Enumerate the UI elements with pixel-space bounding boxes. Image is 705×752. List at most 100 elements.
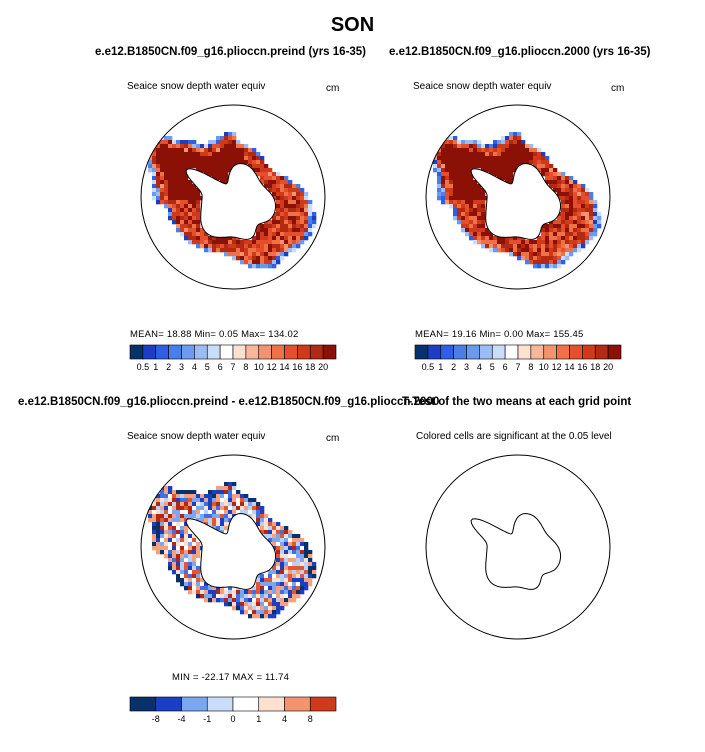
colorbar-preind-swatch: [297, 344, 311, 360]
colorbar-preind-tick-label: 0.5: [136, 362, 150, 372]
colorbar-2000-swatch: [414, 344, 429, 360]
colorbar-preind-swatch: [142, 344, 157, 360]
colorbar-2000-tick-label: 4: [476, 362, 482, 372]
colorbar-difference-tick-label: 4: [281, 714, 287, 724]
map-boundary-circle: [425, 454, 611, 640]
colorbar-2000-swatch: [491, 344, 506, 360]
map-boundary-circle: [425, 104, 611, 290]
colorbar-2000-swatch: [466, 344, 480, 360]
colorbar-2000-swatch: [607, 344, 622, 360]
colorbar-difference: [129, 696, 337, 712]
antarctica-coastline: [470, 163, 562, 240]
colorbar-difference-swatch: [181, 696, 208, 712]
var-title-ttest: Colored cells are significant at the 0.0…: [416, 431, 612, 442]
colorbar-preind-swatch: [322, 344, 337, 360]
colorbar-difference-swatch: [206, 696, 234, 712]
colorbar-2000-swatch: [556, 344, 570, 360]
case-title-2000: e.e12.B1850CN.f09_g16.plioccn.2000 (yrs …: [389, 46, 651, 58]
colorbar-difference-tick-label: -4: [177, 714, 186, 724]
sea-ice-field: [141, 132, 317, 269]
colorbar-preind-swatch: [155, 344, 169, 360]
colorbar-2000-tick-label: 14: [564, 362, 575, 372]
colorbar-2000-swatch: [569, 344, 583, 360]
colorbar-2000-tick-label: 0.5: [421, 362, 435, 372]
unit-label-difference: cm: [326, 433, 340, 444]
antarctic-map-2000: [425, 104, 611, 290]
stats-preind: MEAN= 18.88 Min= 0.05 Max= 134.02: [130, 329, 299, 340]
colorbar-2000-tick-label: 2: [451, 362, 457, 372]
colorbar-difference-tick-label: 8: [307, 714, 313, 724]
colorbar-preind-swatch: [194, 344, 208, 360]
colorbar-2000-swatch: [479, 344, 493, 360]
colorbar-difference-swatch: [309, 696, 337, 712]
colorbar-preind-swatch: [245, 344, 260, 360]
antarctica-coastline: [185, 513, 277, 590]
colorbar-preind-swatch: [168, 344, 182, 360]
sea-ice-field: [426, 132, 602, 269]
antarctic-map-difference: [140, 454, 326, 640]
stats-2000: MEAN= 19.16 Min= 0.00 Max= 155.45: [415, 329, 584, 340]
colorbar-preind: [129, 344, 337, 360]
colorbar-preind-swatch: [271, 344, 285, 360]
case-title-difference: e.e12.B1850CN.f09_g16.plioccn.preind - e…: [18, 396, 440, 408]
colorbar-difference-swatch: [258, 696, 285, 712]
colorbar-2000-tick-label: 10: [538, 362, 549, 372]
colorbar-preind-swatch: [309, 344, 324, 360]
antarctica-coastline: [185, 163, 277, 240]
var-title-preind: Seaice snow depth water equiv: [127, 81, 266, 92]
colorbar-labels-difference: -8 -4 -1 0 1 4 8: [130, 714, 336, 726]
colorbar-difference-swatch: [129, 696, 157, 712]
colorbar-2000-swatch: [427, 344, 442, 360]
antarctica-coastline: [470, 513, 562, 590]
colorbar-2000-tick-label: 18: [590, 362, 601, 372]
colorbar-preind-tick-label: 16: [292, 362, 303, 372]
colorbar-preind-swatch: [181, 344, 195, 360]
colorbar-preind-swatch: [232, 344, 247, 360]
colorbar-difference-tick-label: -8: [151, 714, 160, 724]
colorbar-2000-tick-label: 6: [502, 362, 508, 372]
colorbar-2000-tick-label: 8: [528, 362, 534, 372]
colorbar-preind-tick-label: 10: [253, 362, 264, 372]
var-title-difference: Seaice snow depth water equiv: [127, 431, 266, 442]
unit-label-preind: cm: [326, 83, 340, 94]
case-title-preind: e.e12.B1850CN.f09_g16.plioccn.preind (yr…: [95, 46, 367, 58]
colorbar-2000: [414, 344, 622, 360]
colorbar-preind-tick-label: 5: [204, 362, 210, 372]
colorbar-preind-swatch: [206, 344, 221, 360]
case-title-ttest: T-Test of the two means at each grid poi…: [402, 396, 632, 408]
stats-difference: MIN = -22.17 MAX = 11.74: [172, 672, 290, 683]
sea-ice-field: [141, 482, 317, 619]
colorbar-2000-swatch: [582, 344, 596, 360]
colorbar-preind-swatch: [258, 344, 272, 360]
colorbar-preind-tick-label: 3: [178, 362, 184, 372]
antarctic-map-preind: [140, 104, 326, 290]
colorbar-2000-tick-label: 7: [515, 362, 521, 372]
colorbar-difference-tick-label: -1: [203, 714, 212, 724]
colorbar-preind-tick-label: 20: [318, 362, 329, 372]
colorbar-2000-swatch: [530, 344, 545, 360]
colorbar-2000-tick-label: 5: [489, 362, 495, 372]
colorbar-2000-tick-label: 16: [577, 362, 588, 372]
colorbar-2000-tick-label: 1: [438, 362, 444, 372]
colorbar-preind-tick-label: 8: [243, 362, 249, 372]
colorbar-2000-swatch: [453, 344, 467, 360]
colorbar-2000-tick-label: 12: [551, 362, 562, 372]
colorbar-2000-swatch: [517, 344, 532, 360]
colorbar-preind-tick-label: 18: [305, 362, 316, 372]
colorbar-preind-tick-label: 6: [217, 362, 223, 372]
colorbar-preind-tick-label: 1: [153, 362, 159, 372]
colorbar-2000-swatch: [504, 344, 519, 360]
colorbar-preind-swatch: [129, 344, 144, 360]
unit-label-2000: cm: [611, 83, 625, 94]
map-boundary-circle: [140, 104, 326, 290]
colorbar-preind-tick-label: 4: [191, 362, 197, 372]
colorbar-difference-swatch: [232, 696, 260, 712]
colorbar-2000-tick-label: 20: [603, 362, 614, 372]
colorbar-2000-swatch: [440, 344, 454, 360]
colorbar-difference-swatch: [155, 696, 182, 712]
colorbar-difference-tick-label: 1: [256, 714, 262, 724]
colorbar-2000-tick-label: 3: [463, 362, 469, 372]
colorbar-labels-preind: 0.5 1 2 3 4 5 6 7 8 10 12 14 16 18 20: [130, 362, 336, 374]
colorbar-preind-swatch: [219, 344, 234, 360]
colorbar-2000-swatch: [543, 344, 557, 360]
